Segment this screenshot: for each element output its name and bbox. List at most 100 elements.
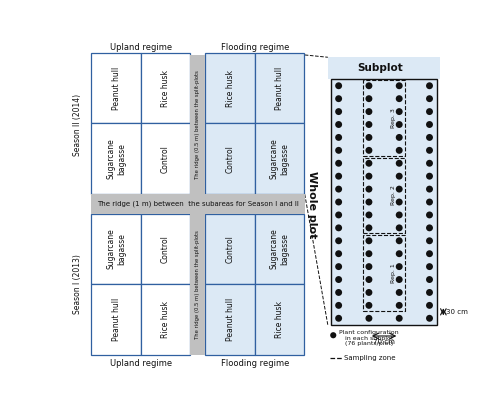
Text: Rice husk: Rice husk: [161, 301, 170, 338]
Circle shape: [426, 263, 433, 270]
Text: The ridge (1 m) between  the subareas for Season I and II: The ridge (1 m) between the subareas for…: [97, 201, 299, 207]
Bar: [92, 123, 141, 195]
Bar: [141, 285, 190, 355]
Text: Sugarcane
bagasse: Sugarcane bagasse: [106, 138, 126, 179]
Circle shape: [366, 276, 372, 283]
Text: Sugarcane
bagasse: Sugarcane bagasse: [270, 138, 289, 179]
Circle shape: [366, 185, 372, 192]
Text: Rep. 2: Rep. 2: [390, 185, 396, 206]
Circle shape: [426, 121, 433, 128]
Circle shape: [335, 160, 342, 167]
Bar: [364, 158, 405, 233]
Circle shape: [335, 147, 342, 154]
Circle shape: [396, 134, 402, 141]
Circle shape: [426, 147, 433, 154]
Circle shape: [426, 82, 433, 89]
Bar: [206, 52, 254, 123]
Text: The ridge (0.5 m) between the split-plots: The ridge (0.5 m) between the split-plot…: [195, 230, 200, 339]
Circle shape: [335, 173, 342, 180]
Circle shape: [396, 263, 402, 270]
Bar: [328, 57, 440, 79]
Circle shape: [366, 160, 372, 167]
Circle shape: [335, 276, 342, 283]
Bar: [141, 52, 190, 123]
Bar: [141, 214, 190, 285]
Text: Sugarcane
bagasse: Sugarcane bagasse: [106, 229, 126, 269]
Bar: [92, 214, 141, 285]
Circle shape: [396, 173, 402, 180]
Text: 70 cm: 70 cm: [373, 339, 395, 345]
Circle shape: [396, 237, 402, 244]
Circle shape: [426, 199, 433, 206]
Bar: [364, 80, 405, 156]
Circle shape: [335, 199, 342, 206]
Circle shape: [366, 289, 372, 296]
Circle shape: [396, 95, 402, 102]
Text: Control: Control: [161, 145, 170, 173]
Circle shape: [396, 121, 402, 128]
Circle shape: [396, 199, 402, 206]
Bar: [254, 52, 304, 123]
Circle shape: [366, 147, 372, 154]
Bar: [254, 123, 304, 195]
Circle shape: [426, 315, 433, 322]
Circle shape: [366, 250, 372, 257]
Bar: [206, 123, 254, 195]
Circle shape: [335, 250, 342, 257]
Circle shape: [426, 185, 433, 192]
Text: 30 cm: 30 cm: [446, 309, 468, 315]
Circle shape: [335, 224, 342, 231]
Text: Whole plot: Whole plot: [308, 171, 318, 239]
Bar: [206, 285, 254, 355]
Text: Plant configuration
in each subplot
(76 plants/plot): Plant configuration in each subplot (76 …: [340, 330, 399, 347]
Circle shape: [335, 263, 342, 270]
Circle shape: [335, 82, 342, 89]
Bar: [331, 79, 437, 325]
Circle shape: [366, 199, 372, 206]
Bar: [364, 235, 405, 311]
Text: Peanut hull: Peanut hull: [112, 66, 120, 110]
Text: Flooding regime: Flooding regime: [220, 43, 289, 52]
Text: Peanut hull: Peanut hull: [275, 66, 284, 110]
Text: Season I (2013): Season I (2013): [73, 254, 82, 314]
Bar: [92, 195, 305, 214]
Circle shape: [426, 302, 433, 309]
Text: Sugarcane
bagasse: Sugarcane bagasse: [270, 229, 289, 269]
Circle shape: [396, 185, 402, 192]
Circle shape: [426, 134, 433, 141]
Bar: [206, 214, 254, 285]
Circle shape: [366, 315, 372, 322]
Circle shape: [426, 289, 433, 296]
Text: Control: Control: [226, 145, 234, 173]
Circle shape: [366, 134, 372, 141]
Circle shape: [426, 237, 433, 244]
Circle shape: [396, 315, 402, 322]
Circle shape: [335, 315, 342, 322]
Circle shape: [396, 276, 402, 283]
Bar: [92, 52, 141, 123]
Circle shape: [396, 250, 402, 257]
Circle shape: [335, 121, 342, 128]
Circle shape: [426, 160, 433, 167]
Circle shape: [366, 224, 372, 231]
Text: Peanut hull: Peanut hull: [112, 298, 120, 342]
Text: Rep. 1: Rep. 1: [390, 263, 396, 283]
Circle shape: [396, 108, 402, 115]
Bar: [254, 214, 304, 285]
Circle shape: [426, 276, 433, 283]
Circle shape: [396, 224, 402, 231]
Circle shape: [426, 108, 433, 115]
Circle shape: [335, 302, 342, 309]
Circle shape: [366, 95, 372, 102]
Circle shape: [366, 82, 372, 89]
Bar: [141, 123, 190, 195]
Circle shape: [426, 211, 433, 218]
Circle shape: [396, 147, 402, 154]
Text: Sampling zone: Sampling zone: [344, 354, 396, 361]
Text: Rep. 3: Rep. 3: [390, 108, 396, 128]
Bar: [190, 214, 206, 355]
Circle shape: [396, 211, 402, 218]
Text: Upland regime: Upland regime: [110, 43, 172, 52]
Circle shape: [426, 95, 433, 102]
Circle shape: [366, 121, 372, 128]
